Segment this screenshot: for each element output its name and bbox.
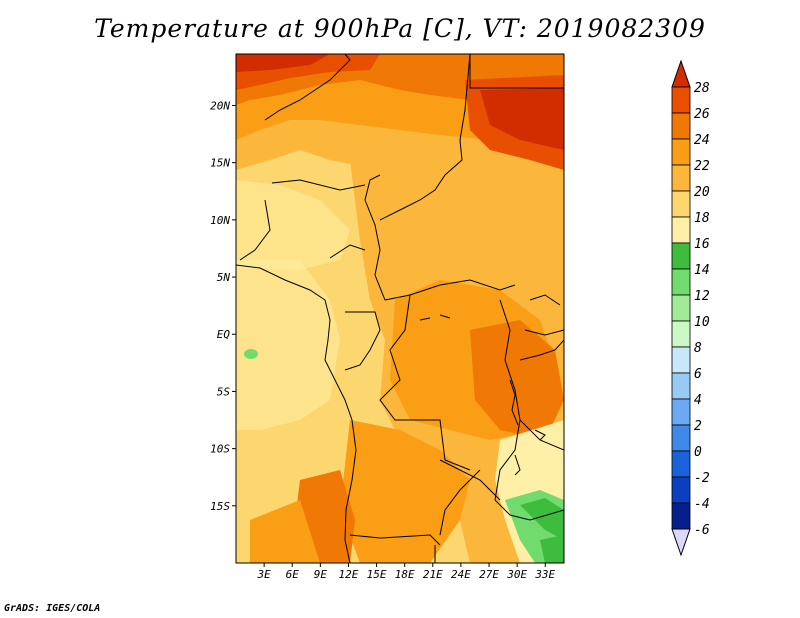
lat-tick-label: 5S [217, 385, 231, 398]
colorbar-label: 24 [694, 133, 710, 148]
lon-tick-label: 15E [367, 568, 387, 581]
lon-tick-label: 3E [256, 568, 271, 581]
colorbar-bottom-arrow [671, 528, 691, 557]
colorbar-segment [671, 216, 691, 244]
lat-tick-label: 15N [210, 157, 230, 170]
lon-tick-label: 24E [451, 568, 471, 581]
colorbar-segment [671, 346, 691, 374]
colorbar-top-arrow [671, 59, 691, 88]
lat-tick-label: 10S [210, 443, 230, 456]
colorbar-segment [671, 242, 691, 270]
lon-tick-label: 6E [286, 568, 300, 581]
colorbar-segment [671, 294, 691, 322]
colorbar-label: -4 [694, 497, 710, 512]
colorbar-label: 26 [694, 107, 710, 122]
colorbar-label: 12 [694, 289, 710, 304]
lat-tick-label: 5N [217, 271, 231, 284]
colorbar-label: 28 [694, 81, 710, 96]
lon-tick-label: 30E [506, 568, 527, 581]
country-borders [236, 54, 564, 563]
footer-credit: GrADS: IGES/COLA [4, 603, 101, 614]
lon-tick-label: 27E [479, 568, 499, 581]
lat-tick-label: 15S [210, 500, 230, 513]
colorbar-segment [671, 372, 691, 400]
colorbar-label: 6 [694, 367, 702, 382]
chart-title: Temperature at 900hPa [C], VT: 201908230… [94, 14, 706, 43]
colorbar-segment [671, 320, 691, 348]
lon-tick-label: 9E [314, 568, 328, 581]
temperature-field [236, 54, 564, 563]
colorbar-label: 16 [694, 237, 710, 252]
colorbar-label: 10 [694, 315, 710, 330]
lon-tick-label: 33E [534, 568, 555, 581]
colorbar-segment [671, 164, 691, 192]
lat-tick-label: 20N [210, 99, 230, 112]
colorbar-segment [671, 86, 691, 114]
colorbar-label: 4 [694, 393, 702, 408]
lon-tick-label: 21E [423, 568, 443, 581]
colorbar-segment [671, 450, 691, 478]
colorbar-label: 18 [694, 211, 710, 226]
colorbar-segment [671, 424, 691, 452]
colorbar-label: -2 [694, 471, 710, 486]
colorbar-label: 0 [694, 445, 702, 460]
colorbar-segment [671, 138, 691, 166]
lat-tick-label: EQ [217, 328, 231, 341]
colorbar-label: -6 [694, 523, 710, 538]
lat-tick-label: 10N [210, 214, 230, 227]
colorbar-segment [671, 190, 691, 218]
colorbar-label: 14 [694, 263, 710, 278]
colorbar-segment [671, 502, 691, 530]
lon-tick-label: 12E [339, 568, 359, 581]
colorbar-label: 2 [694, 419, 702, 434]
colorbar-segment [671, 112, 691, 140]
colorbar-segment [671, 268, 691, 296]
colorbar-label: 8 [694, 341, 702, 356]
colorbar-segment [671, 476, 691, 504]
colorbar-label: 22 [694, 159, 710, 174]
lon-tick-label: 18E [395, 568, 415, 581]
colorbar-segment [671, 398, 691, 426]
latitude-axis: 20N 15N 10N 5N EQ 5S 10S 15S [210, 99, 236, 513]
colorbar-label: 20 [694, 185, 710, 200]
longitude-axis: 3E 6E 9E 12E 15E 18E 21E 24E 27E 30E 33E [256, 563, 556, 581]
map-frame [235, 53, 565, 564]
